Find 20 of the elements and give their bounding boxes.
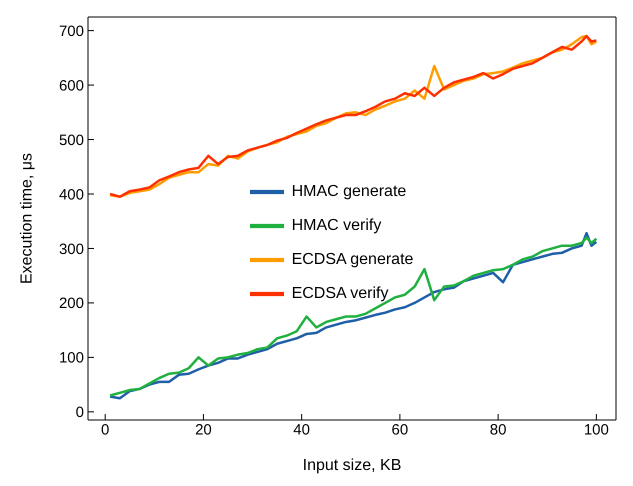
y-tick-label: 500 <box>58 132 84 149</box>
legend-label: ECDSA verify <box>292 285 388 302</box>
legend-label: ECDSA generate <box>292 251 414 268</box>
x-tick-label: 20 <box>195 422 212 439</box>
y-tick-label: 600 <box>58 77 84 94</box>
y-tick-label: 0 <box>76 404 84 422</box>
x-tick-label: 80 <box>490 422 506 439</box>
x-tick-label: 40 <box>293 422 310 439</box>
legend-label: HMAC verify <box>292 217 382 234</box>
y-tick-label: 700 <box>58 22 84 40</box>
x-axis-title: Input size, KB <box>302 457 402 474</box>
legend-label: HMAC generate <box>292 183 406 200</box>
y-axis-title: Execution time, μs <box>18 152 36 284</box>
x-tick-label: 0 <box>101 422 110 439</box>
y-tick-label: 100 <box>58 350 84 367</box>
x-tick-label: 100 <box>584 422 609 439</box>
y-tick-label: 300 <box>58 240 84 258</box>
y-tick-label: 400 <box>58 186 84 204</box>
y-tick-label: 200 <box>58 295 84 312</box>
x-tick-label: 60 <box>392 422 408 439</box>
